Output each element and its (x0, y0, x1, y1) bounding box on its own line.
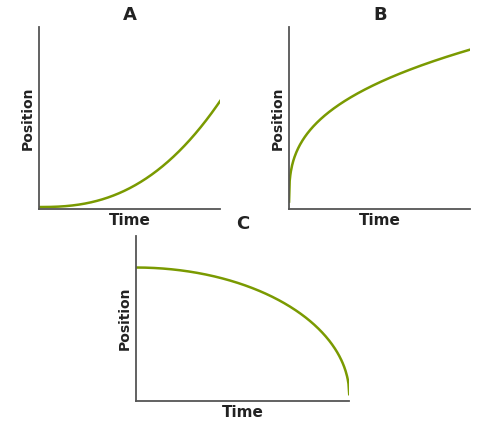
Title: A: A (122, 6, 136, 24)
Title: C: C (235, 215, 249, 233)
X-axis label: Time: Time (108, 213, 150, 228)
Y-axis label: Position: Position (21, 86, 34, 150)
Y-axis label: Position: Position (118, 287, 131, 350)
Title: B: B (372, 6, 386, 24)
X-axis label: Time: Time (358, 213, 400, 228)
X-axis label: Time: Time (221, 405, 263, 420)
Y-axis label: Position: Position (271, 86, 284, 150)
